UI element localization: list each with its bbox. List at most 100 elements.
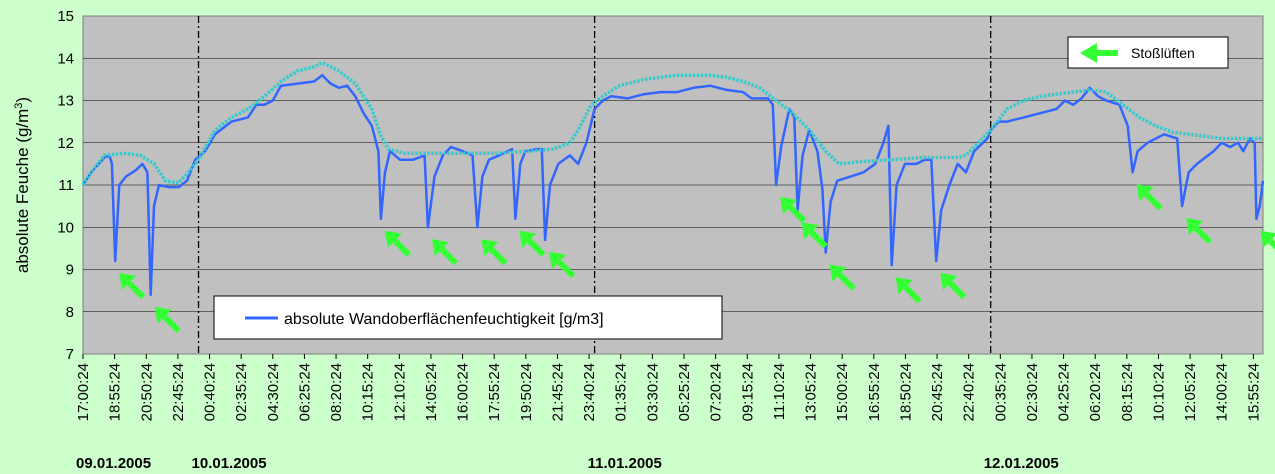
x-tick-label: 08:15:24	[1119, 363, 1136, 421]
x-tick-label: 08:20:24	[328, 363, 345, 421]
y-tick-label: 9	[66, 262, 74, 279]
arrow-head	[940, 273, 958, 291]
arrow-legend-icon	[1080, 43, 1118, 63]
ventilation-arrow	[829, 264, 856, 291]
x-tick-label: 06:20:24	[1087, 363, 1104, 421]
x-tick-label: 18:55:24	[107, 363, 124, 421]
arrow-head	[119, 273, 137, 291]
y-tick-label: 15	[57, 8, 74, 25]
x-tick-label: 12:10:24	[391, 363, 408, 421]
ventilation-arrow	[780, 197, 807, 224]
arrow-head	[801, 222, 819, 240]
ventilation-arrow	[519, 230, 546, 257]
x-tick-label: 12:05:24	[1182, 363, 1199, 421]
x-tick-label: 06:25:24	[296, 363, 313, 421]
ventilation-arrow	[1260, 230, 1275, 250]
x-tick-label: 17:55:24	[486, 363, 503, 421]
ventilation-arrow	[119, 273, 146, 300]
arrow-legend: Stoßlüften	[1067, 36, 1229, 69]
y-tick-label: 8	[66, 304, 74, 321]
y-tick-label: 14	[57, 50, 74, 67]
arrow-legend-head	[1080, 43, 1097, 63]
arrow-head	[431, 239, 449, 257]
day-labels: 09.01.2005 10.01.2005 11.01.2005 12.01.2005	[76, 455, 1059, 472]
x-tick-label: 10:10:24	[1150, 363, 1167, 421]
arrow-head	[895, 277, 913, 295]
arrow-shaft	[787, 204, 807, 224]
ventilation-arrow	[1136, 184, 1163, 211]
x-tick-label: 04:25:24	[1056, 363, 1073, 421]
arrow-head	[829, 264, 847, 282]
arrow-shaft	[809, 230, 828, 249]
x-tick-labels: 17:00:24 18:55:24 20:50:24 22:45:24 00:40:24…	[75, 354, 1262, 421]
y-tick-label: 12	[57, 135, 74, 152]
arrow-group	[119, 184, 1275, 334]
arrow-head	[519, 230, 537, 248]
series-line-wall-moisture	[81, 73, 1265, 297]
arrow-head	[1186, 218, 1204, 236]
y-tick-label: 10	[57, 219, 74, 236]
series-line-dotted	[81, 60, 1263, 186]
x-tick-label: 18:50:24	[897, 363, 914, 421]
arrow-shaft	[439, 247, 459, 266]
x-tick-label: 09:15:24	[739, 363, 756, 421]
arrow-shaft	[489, 247, 508, 266]
y-tick-label: 11	[58, 177, 74, 194]
x-tick-label: 02:30:24	[1024, 363, 1041, 421]
main-legend: absolute Wandoberflächenfeuchtigkeit [g/…	[213, 295, 723, 340]
x-tick-label: 16:00:24	[455, 363, 472, 421]
day-label: 12.01.2005	[984, 455, 1059, 472]
ventilation-arrow	[481, 239, 508, 266]
x-tick-label: 23:40:24	[581, 363, 598, 421]
day-label: 09.01.2005	[76, 455, 151, 472]
ventilation-arrow	[801, 222, 828, 249]
main-legend-label: absolute Wandoberflächenfeuchtigkeit [g/…	[284, 311, 604, 328]
arrow-shaft	[1268, 238, 1275, 250]
x-tick-label: 19:50:24	[518, 363, 535, 421]
series-group	[81, 60, 1265, 297]
arrow-shaft	[1144, 192, 1163, 211]
arrow-head	[154, 306, 172, 324]
x-tick-label: 21:45:24	[549, 363, 566, 421]
arrow-shaft	[162, 314, 181, 334]
day-label: 11.01.2005	[588, 455, 662, 472]
arrow-head	[384, 230, 402, 248]
ventilation-arrow	[549, 251, 576, 279]
arrow-shaft	[903, 285, 922, 304]
y-tick-labels: 7 8 9 10 11 12 13 14 15	[57, 8, 74, 363]
x-tick-label: 20:45:24	[929, 363, 946, 421]
x-tick-label: 22:45:24	[170, 363, 187, 421]
y-tick-label: 7	[66, 346, 74, 363]
x-tick-label: 15:00:24	[834, 363, 851, 421]
day-label: 10.01.2005	[192, 455, 267, 472]
x-tick-label: 17:00:24	[75, 363, 92, 421]
ventilation-arrow	[431, 239, 459, 266]
x-tick-label: 22:40:24	[961, 363, 978, 421]
arrow-shaft	[392, 238, 412, 257]
x-tick-label: 04:30:24	[265, 363, 282, 421]
x-tick-label: 10:15:24	[360, 363, 377, 421]
x-tick-label: 02:35:24	[233, 363, 250, 421]
arrow-shaft	[948, 280, 967, 300]
x-tick-label: 14:05:24	[423, 363, 440, 421]
x-tick-label: 15:55:24	[1245, 363, 1262, 421]
x-tick-label: 03:30:24	[644, 363, 661, 421]
ventilation-arrow	[940, 273, 967, 300]
ventilation-arrow	[895, 277, 922, 304]
y-axis-label: absolute Feuche (g/m3)	[13, 97, 32, 273]
arrow-shaft	[527, 238, 546, 257]
x-tick-label: 05:25:24	[676, 363, 693, 421]
x-tick-label: 16:55:24	[866, 363, 883, 421]
arrow-head	[1136, 184, 1154, 202]
arrow-shaft	[556, 259, 576, 279]
arrow-legend-label: Stoßlüften	[1131, 45, 1195, 61]
y-tick-label: 13	[57, 93, 74, 110]
arrow-head	[481, 239, 499, 257]
ventilation-arrow	[384, 230, 412, 257]
x-tick-label: 13:05:24	[803, 363, 820, 421]
x-tick-label: 11:10:24	[771, 363, 788, 420]
arrow-head	[549, 251, 567, 269]
ventilation-arrow	[1186, 218, 1213, 245]
arrow-head	[1260, 230, 1275, 248]
x-tick-label: 00:40:24	[202, 363, 219, 421]
